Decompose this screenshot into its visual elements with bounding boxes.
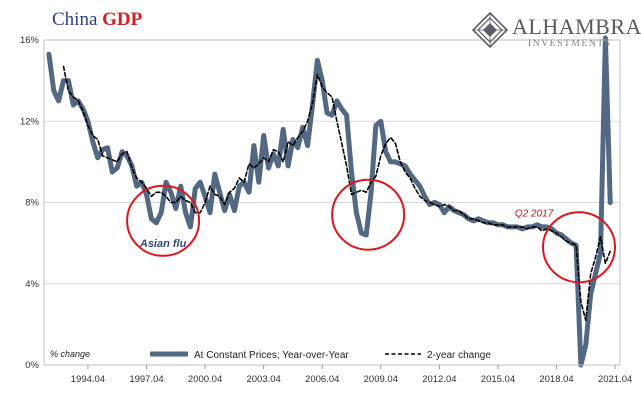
y-tick-label: 4%: [25, 279, 39, 290]
highlight-circle: [126, 184, 201, 257]
alhambra-diamond-logo-icon: [472, 12, 508, 48]
brand-block: ALHAMBRA INVESTMENTS: [470, 12, 641, 52]
y-unit-note: % change: [50, 349, 90, 359]
series-line-2-year-change: [62, 65, 611, 322]
chart-title-metric: GDP: [102, 9, 143, 30]
x-tick-label: 2009.04: [364, 374, 398, 385]
x-tick-label: 2000.04: [188, 374, 222, 385]
y-tick-label: 0%: [25, 360, 39, 371]
axes: 0% 4% 8% 12% 16% 1994.04 1997.04 2000.04 2003.04…: [20, 35, 632, 385]
grid-lines: [44, 39, 620, 366]
y-tick-label: 16%: [20, 35, 40, 46]
x-tick-label: 2006.04: [305, 374, 339, 385]
highlight-circles: [126, 178, 616, 284]
x-tick-label: 2018.04: [539, 374, 573, 385]
legend: % change At Constant Prices; Year-over-Ye…: [50, 349, 491, 361]
annotation-asian-flu: Asian flu: [139, 238, 187, 250]
series-lines: [46, 35, 613, 368]
annotation-q2-2017: Q2 2017: [515, 209, 554, 220]
x-tick-label: 2015.04: [481, 374, 515, 385]
brand-name: ALHAMBRA: [512, 14, 641, 39]
x-tick-label: 2003.04: [246, 374, 280, 385]
chart-title-country: China: [52, 9, 103, 30]
brand-subtitle: INVESTMENTS: [528, 39, 612, 49]
x-tick-label: 2012.04: [422, 374, 456, 385]
plot-frame: [43, 39, 621, 366]
y-tick-label: 8%: [25, 198, 39, 209]
x-tick-label: 1997.04: [129, 374, 163, 385]
highlight-circle: [331, 178, 406, 251]
legend-label-2-year-change: 2-year change: [427, 350, 491, 361]
legend-label-year-over-year: At Constant Prices; Year-over-Year: [194, 350, 349, 361]
chart-title: China GDP: [52, 9, 142, 31]
annotations: Asian flu Q2 2017: [139, 209, 554, 250]
highlight-circle: [541, 211, 616, 284]
y-tick-label: 12%: [20, 116, 40, 127]
x-tick-label: 2021.04: [598, 374, 632, 385]
x-tick-label: 1994.04: [71, 374, 105, 385]
